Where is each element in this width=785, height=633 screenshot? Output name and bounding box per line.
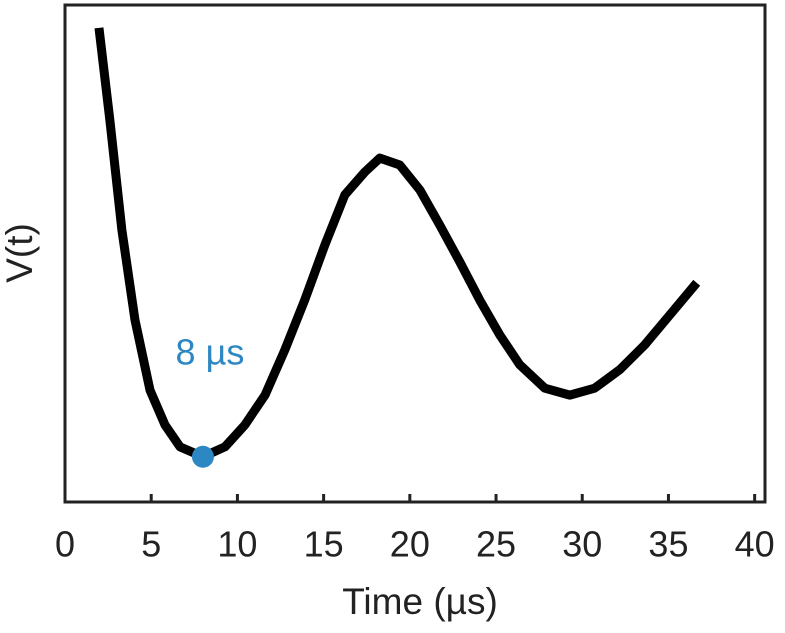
x-tick-label: 25 [476, 524, 516, 565]
data-line [94, 27, 701, 462]
plot-frame [63, 3, 767, 504]
marker-label: 8 µs [176, 331, 245, 372]
x-axis-label: Time (µs) [342, 581, 498, 622]
x-tick-label: 20 [390, 524, 430, 565]
x-tick-label: 10 [217, 524, 257, 565]
y-axis-label: V(t) [0, 223, 40, 283]
x-tick-label: 5 [141, 524, 161, 565]
x-tick-label: 30 [562, 524, 602, 565]
x-tick-label: 15 [304, 524, 344, 565]
x-tick-label: 40 [735, 524, 775, 565]
x-tick-label: 35 [648, 524, 688, 565]
x-tick-label: 0 [55, 524, 75, 565]
highlight-marker [191, 445, 214, 468]
